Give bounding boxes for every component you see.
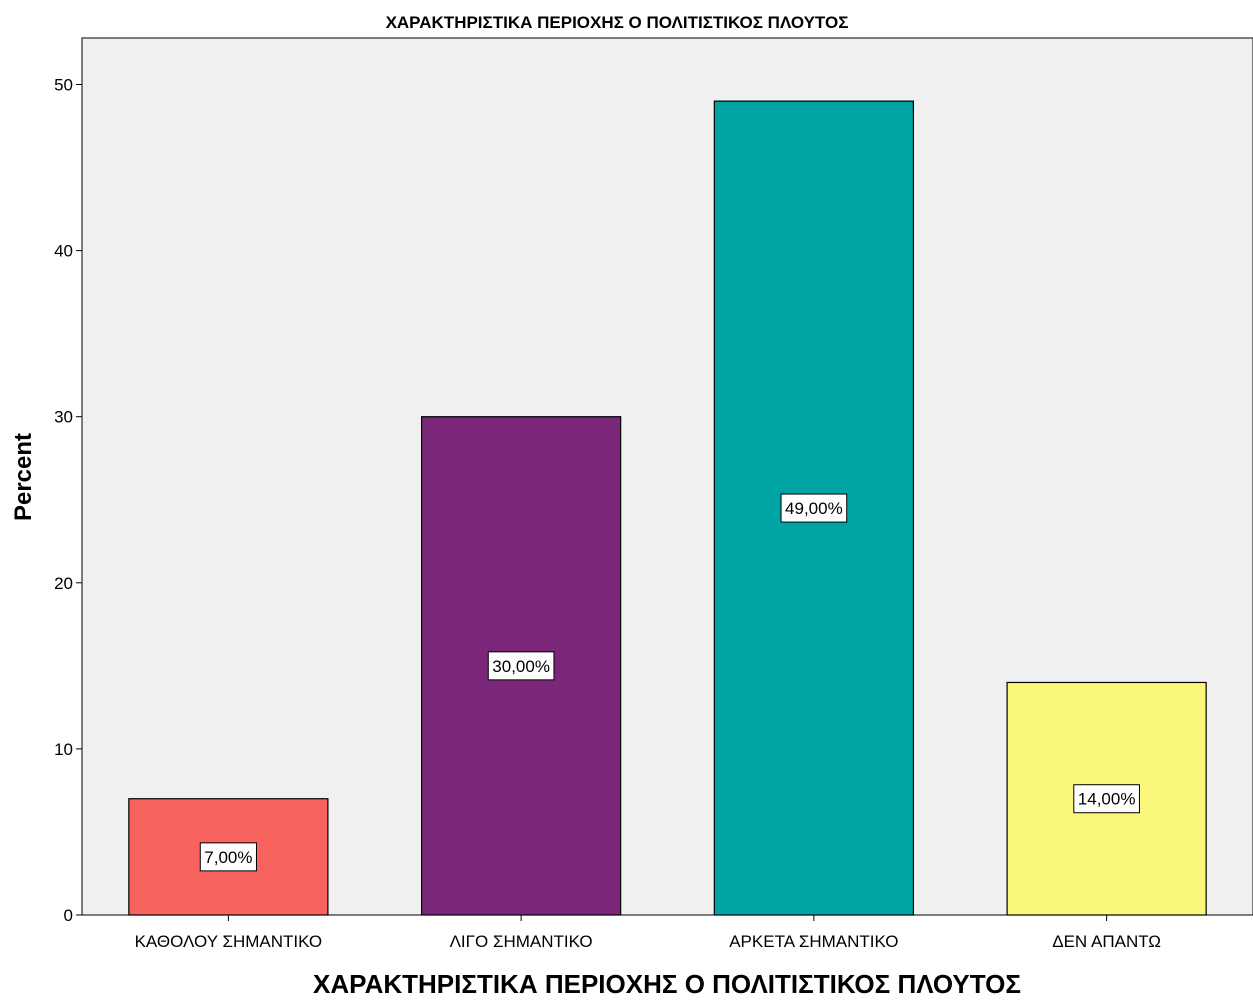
data-label: 49,00% <box>780 493 848 523</box>
x-tick-label: ΚΑΘΟΛΟΥ ΣΗΜΑΝΤΙΚΟ <box>135 932 323 951</box>
x-axis-label: ΧΑΡΑΚΤΗΡΙΣΤΙΚΑ ΠΕΡΙΟΧΗΣ Ο ΠΟΛΙΤΙΣΤΙΚΟΣ Π… <box>313 969 1021 999</box>
y-axis-label: Percent <box>10 433 37 521</box>
data-label: 30,00% <box>487 651 555 681</box>
x-tick-label: ΛΙΓΟ ΣΗΜΑΝΤΙΚΟ <box>450 932 593 951</box>
y-tick-label: 20 <box>54 574 73 593</box>
y-axis: 0 10 20 30 40 50 <box>54 76 82 925</box>
data-label: 7,00% <box>199 842 257 872</box>
y-tick-label: 50 <box>54 76 73 95</box>
data-label-box <box>780 493 848 523</box>
data-label-box <box>487 651 555 681</box>
x-axis: ΚΑΘΟΛΟΥ ΣΗΜΑΝΤΙΚΟ ΛΙΓΟ ΣΗΜΑΝΤΙΚΟ ΑΡΚΕΤΑ ΣΗ… <box>135 915 1161 951</box>
y-tick-label: 10 <box>54 740 73 759</box>
y-tick-label: 40 <box>54 242 73 261</box>
x-tick-label: ΔΕΝ ΑΠΑΝΤΩ <box>1052 932 1161 951</box>
y-tick-label: 30 <box>54 408 73 427</box>
data-label-text: 30,00% <box>492 657 550 676</box>
data-label-box <box>199 842 257 872</box>
data-label-text: 14,00% <box>1078 790 1136 809</box>
data-label: 14,00% <box>1073 784 1140 814</box>
data-label-box <box>1073 784 1140 814</box>
data-label-text: 7,00% <box>204 848 252 867</box>
chart-title: ΧΑΡΑΚΤΗΡΙΣΤΙΚΑ ΠΕΡΙΟΧΗΣ Ο ΠΟΛΙΤΙΣΤΙΚΟΣ Π… <box>386 13 849 32</box>
data-label-text: 49,00% <box>785 499 843 518</box>
y-tick-label: 0 <box>64 906 73 925</box>
bars: 7,00% 30,00% 49,00% 14,00% <box>128 100 1207 916</box>
x-tick-label: ΑΡΚΕΤΑ ΣΗΜΑΝΤΙΚΟ <box>729 932 898 951</box>
